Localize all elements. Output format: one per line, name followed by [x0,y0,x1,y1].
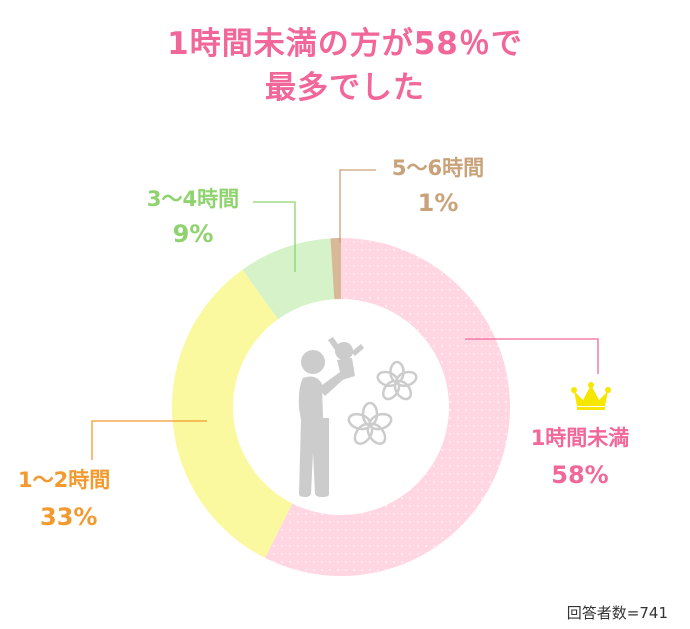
donut-slice-1 [171,269,293,558]
slice-label-value: 1% [417,189,459,217]
chart-title-line-2: 最多でした [265,70,425,106]
slice-label-name: 5〜6時間 [391,156,485,180]
parent-lifting-child-icon [298,337,364,497]
donut-slice-0-dot-texture [264,238,510,576]
chart-title: 1時間未満の方が58％で 最多でした [0,22,690,110]
donut-slice-3 [330,238,341,300]
slice-label-name: 3〜4時間 [146,187,240,211]
slice-label-name: 1〜2時間 [18,468,111,492]
leader-line-3 [339,169,376,243]
slice-label-name: 1時間未満 [530,426,630,450]
slice-label-value: 58% [551,461,609,489]
slice-label-5-6h: 5〜6時間 1% [378,154,498,220]
slice-label-under-1h: 1時間未満 58% [520,424,640,492]
leader-line-1 [91,420,207,460]
leader-lines [91,169,599,460]
center-illustration [298,337,418,497]
respondent-count: 回答者数=741 [566,604,668,622]
chart-title-line-1: 1時間未満の方が58％で [167,26,523,62]
crown-icon [571,382,611,410]
donut-slices [171,238,510,576]
leader-line-0 [465,338,599,374]
flower-icon [376,360,418,401]
slice-label-value: 9% [172,220,214,248]
slice-label-3-4h: 3〜4時間 9% [133,185,253,251]
slice-label-value: 33% [40,503,98,531]
flower-icon [347,401,393,445]
leader-line-2 [253,201,296,272]
donut-slice-2 [242,238,335,320]
slice-label-1-2h: 1〜2時間 33% [18,466,158,534]
